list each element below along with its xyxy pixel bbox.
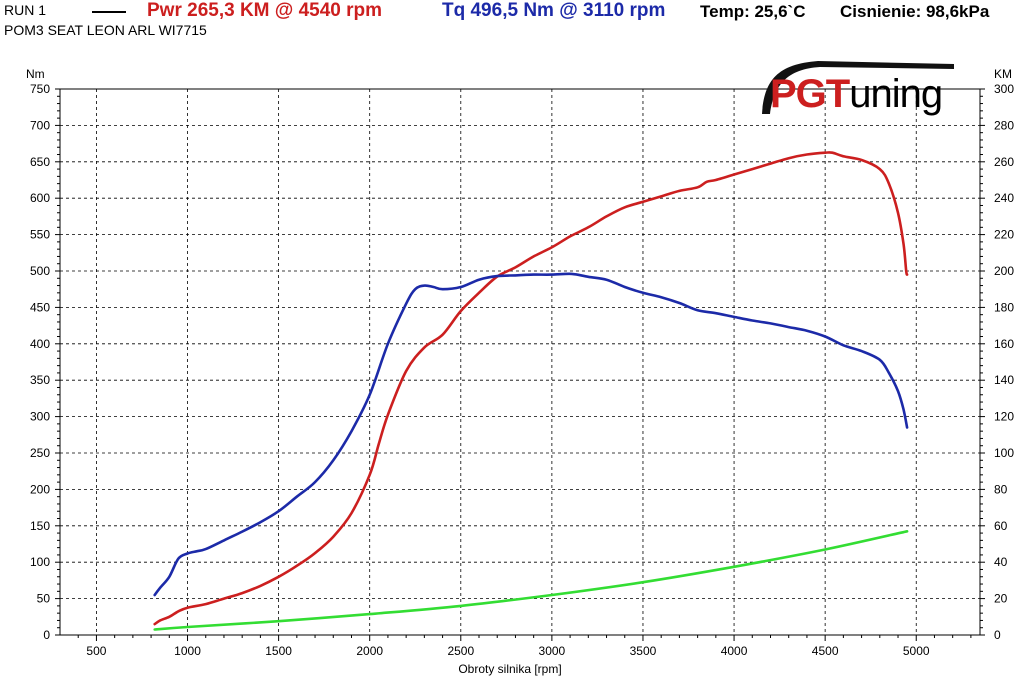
y-right-tick-label: 220	[994, 228, 1014, 242]
x-tick-label: 5000	[903, 644, 930, 658]
x-tick-label: 1500	[265, 644, 292, 658]
grid-lines	[60, 89, 980, 635]
y-right-tick-label: 60	[994, 519, 1008, 533]
y-left-tick-label: 700	[30, 118, 50, 132]
run-label: RUN 1	[4, 2, 47, 18]
logo-suffix: uning	[849, 72, 943, 116]
x-tick-label: 4000	[721, 644, 748, 658]
y-right-tick-label: 280	[994, 118, 1014, 132]
run-legend-line	[92, 11, 126, 13]
x-tick-label: 500	[86, 644, 106, 658]
x-axis-title: Obroty silnika [rpm]	[458, 662, 561, 676]
torque-summary: Tq 496,5 Nm @ 3110 rpm	[442, 0, 666, 21]
y-left-tick-label: 200	[30, 482, 50, 496]
x-tick-label: 4500	[812, 644, 839, 658]
y-left-tick-label: 600	[30, 191, 50, 205]
logo-swoosh	[762, 61, 954, 114]
loss-curve	[153, 530, 909, 631]
torque-curve	[153, 272, 909, 597]
x-tick-label: 3000	[539, 644, 566, 658]
y-right-axis-title: KM	[994, 67, 1012, 81]
y-right-tick-label: 240	[994, 191, 1014, 205]
y-left-tick-label: 750	[30, 82, 50, 96]
y-left-tick-label: 650	[30, 155, 50, 169]
y-left-tick-label: 50	[37, 592, 51, 606]
pressure-readout: Cisnienie: 98,6kPa	[840, 2, 990, 21]
y-left-tick-label: 550	[30, 228, 50, 242]
y-left-tick-label: 400	[30, 337, 50, 351]
pgtuning-logo: PGTuning	[748, 52, 960, 124]
y-left-tick-label: 300	[30, 410, 50, 424]
x-tick-label: 2500	[447, 644, 474, 658]
y-right-tick-label: 80	[994, 482, 1008, 496]
temperature-readout: Temp: 25,6`C	[700, 2, 806, 21]
y-right-tick-label: 300	[994, 82, 1014, 96]
y-right-tick-label: 40	[994, 555, 1008, 569]
x-tick-label: 1000	[174, 644, 201, 658]
y-left-axis-title: Nm	[26, 67, 45, 81]
y-right-tick-label: 160	[994, 337, 1014, 351]
y-left-tick-label: 100	[30, 555, 50, 569]
y-right-tick-label: 0	[994, 628, 1001, 642]
y-right-tick-label: 180	[994, 300, 1014, 314]
vehicle-subtitle: POM3 SEAT LEON ARL WI7715	[4, 22, 207, 38]
power-summary: Pwr 265,3 KM @ 4540 rpm	[147, 0, 383, 21]
y-right-tick-label: 140	[994, 373, 1014, 387]
y-right-tick-label: 260	[994, 155, 1014, 169]
logo-prefix: PGT	[770, 72, 850, 116]
y-left-tick-label: 450	[30, 300, 50, 314]
power-curve	[153, 151, 909, 626]
axis-ticks: 0501001502002503003504004505005506006507…	[30, 82, 1014, 658]
x-tick-label: 2000	[356, 644, 383, 658]
chart-header: RUN 1 Pwr 265,3 KM @ 4540 rpm Tq 496,5 N…	[0, 0, 1024, 40]
y-right-tick-label: 20	[994, 592, 1008, 606]
series-layer	[153, 151, 909, 631]
plot-frame	[59, 88, 981, 636]
y-left-tick-label: 350	[30, 373, 50, 387]
y-left-tick-label: 150	[30, 519, 50, 533]
y-right-tick-label: 120	[994, 410, 1014, 424]
x-tick-label: 3500	[630, 644, 657, 658]
y-left-tick-label: 250	[30, 446, 50, 460]
logo-text: PGTuning	[770, 70, 943, 118]
y-left-tick-label: 500	[30, 264, 50, 278]
y-right-tick-label: 100	[994, 446, 1014, 460]
y-left-tick-label: 0	[43, 628, 50, 642]
y-right-tick-label: 200	[994, 264, 1014, 278]
